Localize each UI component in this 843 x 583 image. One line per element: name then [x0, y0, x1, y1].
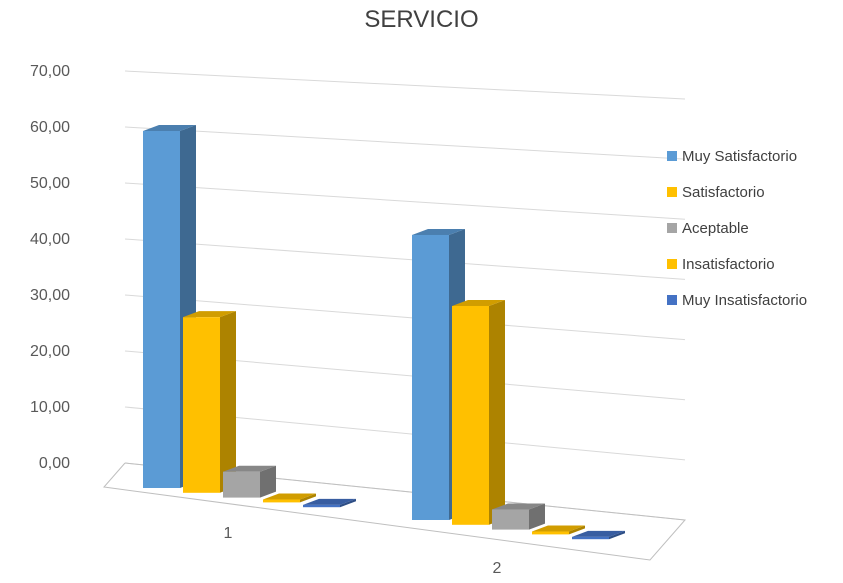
legend-swatch [667, 187, 677, 197]
bar-top [532, 525, 585, 532]
gridline [124, 238, 686, 280]
bar-front [303, 504, 340, 508]
bar [143, 125, 196, 488]
bar [263, 493, 316, 503]
bar [303, 498, 356, 508]
bar-side [340, 498, 356, 508]
bar-front [412, 234, 449, 520]
bar-top [143, 125, 196, 131]
y-tick-label: 20,00 [30, 343, 70, 360]
bars [143, 125, 625, 540]
gridline [124, 294, 686, 341]
legend-item: Satisfactorio [667, 174, 807, 210]
y-tick-label: 40,00 [30, 231, 70, 248]
x-tick-label: 1 [224, 525, 233, 542]
legend-label: Muy Satisfactorio [682, 147, 798, 165]
gridline [124, 182, 686, 220]
chart-title: SERVICIO [364, 6, 479, 33]
bar-side [529, 503, 545, 530]
legend-label: Aceptable [682, 219, 749, 237]
bar [183, 311, 236, 493]
y-tick-label: 70,00 [30, 63, 70, 80]
bar-top [572, 530, 625, 537]
bar [532, 525, 585, 535]
bar-front [263, 499, 300, 503]
bar-side [300, 493, 316, 503]
y-tick-label: 0,00 [39, 455, 70, 472]
bar-front [223, 471, 260, 498]
y-tick-label: 50,00 [30, 175, 70, 192]
y-tick-label: 60,00 [30, 119, 70, 136]
bar-top [452, 299, 505, 306]
bar-side [569, 525, 585, 535]
legend-item: Aceptable [667, 210, 807, 246]
y-tick-label: 30,00 [30, 287, 70, 304]
legend-swatch [667, 223, 677, 233]
bar-top [412, 228, 465, 235]
legend-swatch [667, 259, 677, 269]
bar [572, 530, 625, 540]
bar-top [492, 503, 545, 510]
bar-front [532, 531, 569, 535]
bar-side [260, 465, 276, 498]
bar-side [609, 530, 625, 540]
bar-top [263, 493, 316, 500]
legend-label: Satisfactorio [682, 183, 765, 201]
bar-front [143, 131, 180, 488]
bar-front [452, 305, 489, 525]
x-tick-label: 2 [493, 560, 502, 577]
legend-label: Insatisfactorio [682, 255, 775, 273]
bar-front [572, 536, 609, 540]
legend-item: Muy Insatisfactorio [667, 282, 807, 318]
legend-label: Muy Insatisfactorio [682, 291, 808, 309]
gridline [124, 126, 686, 160]
y-tick-label: 10,00 [30, 399, 70, 416]
bar-front [183, 317, 220, 493]
legend-swatch [667, 295, 677, 305]
legend-item: Muy Satisfactorio [667, 138, 807, 174]
bar-front [492, 509, 529, 530]
gridline [124, 70, 686, 100]
legend-swatch [667, 151, 677, 161]
bar-side [220, 311, 236, 493]
bar-top [303, 498, 356, 505]
bar-top [223, 465, 276, 472]
legend: Muy Satisfactorio Satisfactorio Aceptable I… [667, 138, 807, 318]
bar [223, 465, 276, 498]
bar-top [183, 311, 236, 318]
bar [492, 503, 545, 530]
bar-side [489, 299, 505, 525]
bar [452, 299, 505, 525]
legend-item: Insatisfactorio [667, 246, 807, 282]
